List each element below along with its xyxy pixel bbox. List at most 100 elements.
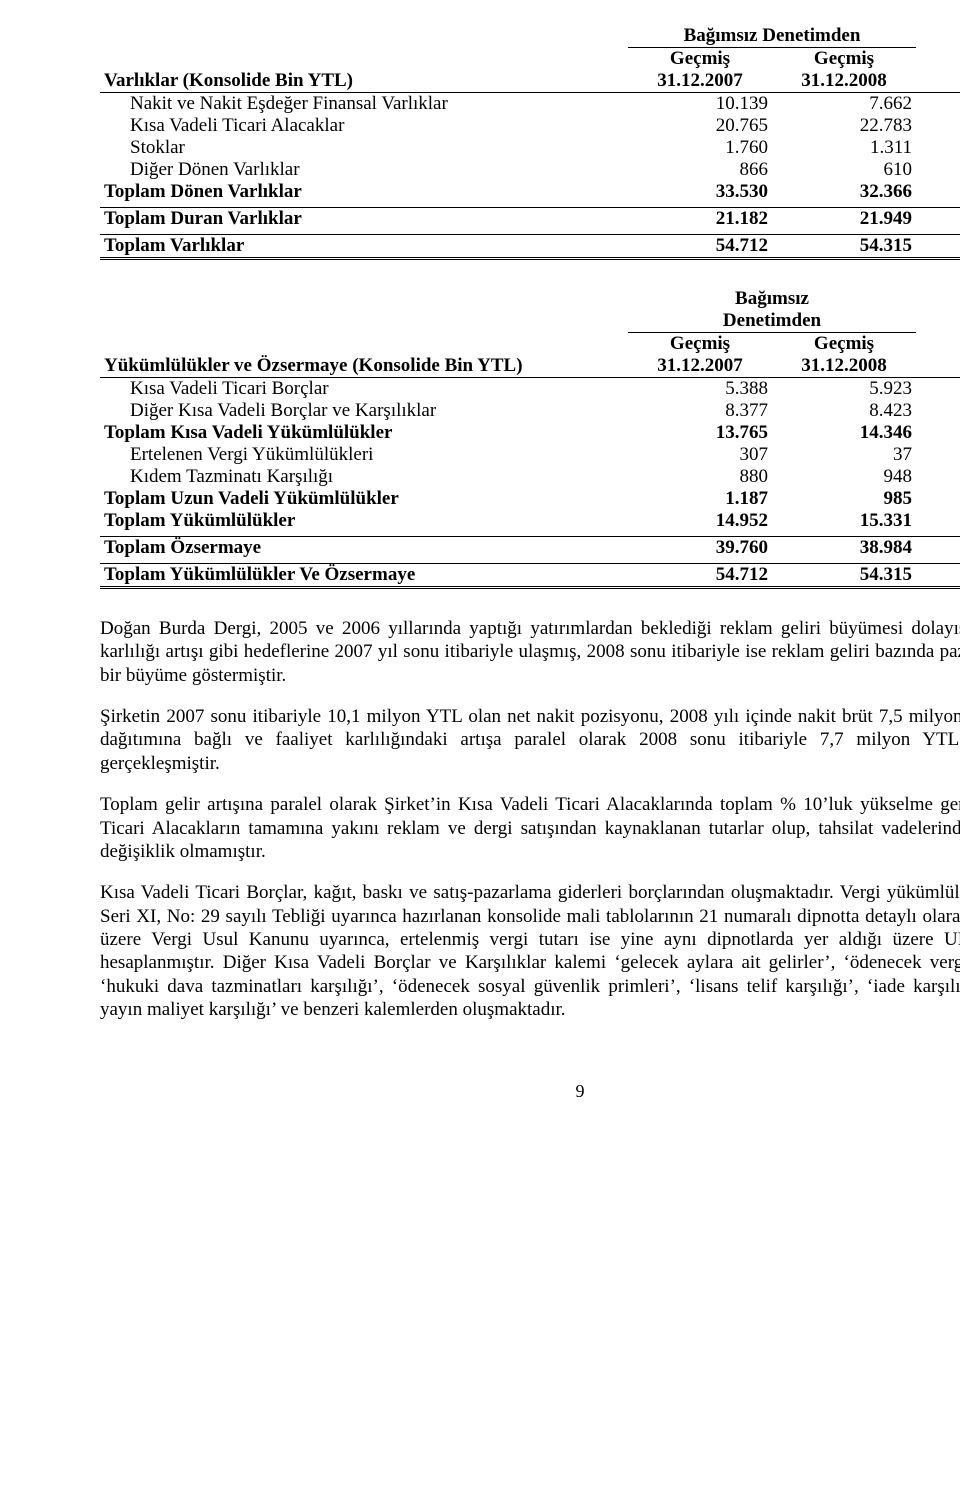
table-title: Yükümlülükler ve Özsermaye (Konsolide Bi…: [100, 355, 628, 378]
row-value: 20.765: [628, 115, 772, 137]
row-value: 21.182: [628, 208, 772, 231]
row-value: 54.315: [772, 564, 916, 588]
row-label: Toplam Yükümlülükler Ve Özsermaye: [100, 564, 628, 588]
date-header: 31.12.2008: [772, 355, 916, 378]
row-pct: (0,7): [916, 235, 960, 259]
liabilities-table: Bağımsız Denetimden Geçmiş Geçmiş Yüküml…: [100, 288, 960, 589]
row-value: 5.923: [772, 378, 916, 401]
row-label: Toplam Özsermaye: [100, 537, 628, 560]
table-row: Nakit ve Nakit Eşdeğer Finansal Varlıkla…: [100, 93, 960, 116]
table-assets: Bağımsız Denetimden Geçmiş Geçmiş Varlık…: [100, 25, 960, 260]
row-value: 7.662: [772, 93, 916, 116]
row-value: 15.331: [772, 510, 916, 532]
row-label: Kıdem Tazminatı Karşılığı: [100, 466, 628, 488]
table-row: Kısa Vadeli Ticari Borçlar5.3885.9239,9: [100, 378, 960, 401]
row-pct: -: [916, 564, 960, 588]
body-text: Doğan Burda Dergi, 2005 ve 2006 yılların…: [100, 617, 960, 1021]
row-pct: 2,5: [916, 510, 960, 532]
row-value: 54.315: [772, 235, 916, 259]
row-value: 307: [628, 444, 772, 466]
header-row: Varlıklar (Konsolide Bin YTL) 31.12.2007…: [100, 70, 960, 93]
row-value: 54.712: [628, 235, 772, 259]
audit-header: Denetimden: [628, 310, 916, 333]
row-label: Toplam Duran Varlıklar: [100, 208, 628, 231]
row-label: Toplam Yükümlülükler: [100, 510, 628, 532]
table-liabilities: Bağımsız Denetimden Geçmiş Geçmiş Yüküml…: [100, 288, 960, 589]
row-value: 13.765: [628, 422, 772, 444]
row-value: 8.377: [628, 400, 772, 422]
row-label: Diğer Dönen Varlıklar: [100, 159, 628, 181]
date-header: 31.12.2007: [628, 70, 772, 93]
row-label: Ertelenen Vergi Yükümlülükleri: [100, 444, 628, 466]
row-pct: (3,5): [916, 181, 960, 203]
row-value: 880: [628, 466, 772, 488]
row-pct: 0,6: [916, 400, 960, 422]
sub-header: Geçmiş: [772, 48, 916, 71]
subtotal-row: Toplam Özsermaye 39.760 38.984 (1,9): [100, 537, 960, 560]
row-value: 985: [772, 488, 916, 510]
row-pct: 7,7: [916, 466, 960, 488]
table-row: Stoklar1.7601.311(25,5): [100, 137, 960, 159]
row-pct: (17,0): [916, 488, 960, 510]
row-label: Nakit ve Nakit Eşdeğer Finansal Varlıkla…: [100, 93, 628, 116]
total-row: Toplam Yükümlülükler Ve Özsermaye 54.712…: [100, 564, 960, 588]
row-value: 21.949: [772, 208, 916, 231]
page-number: 9: [100, 1081, 960, 1102]
table-row: Toplam Yükümlülükler14.95215.3312,5: [100, 510, 960, 532]
row-pct: 9,7: [916, 115, 960, 137]
row-value: 10.139: [628, 93, 772, 116]
paragraph: Toplam gelir artışına paralel olarak Şir…: [100, 793, 960, 863]
row-value: 22.783: [772, 115, 916, 137]
row-value: 14.952: [628, 510, 772, 532]
row-label: Toplam Dönen Varlıklar: [100, 181, 628, 203]
row-label: Diğer Kısa Vadeli Borçlar ve Karşılıklar: [100, 400, 628, 422]
header-row: Yükümlülükler ve Özsermaye (Konsolide Bi…: [100, 355, 960, 378]
row-value: 610: [772, 159, 916, 181]
table-row: Kıdem Tazminatı Karşılığı8809487,7: [100, 466, 960, 488]
sub-header: Geçmiş: [628, 333, 772, 356]
table-row: Toplam Uzun Vadeli Yükümlülükler1.187985…: [100, 488, 960, 510]
row-pct: (29,5): [916, 159, 960, 181]
row-value: 5.388: [628, 378, 772, 401]
row-value: 1.187: [628, 488, 772, 510]
row-pct: (1,9): [916, 537, 960, 560]
row-value: 33.530: [628, 181, 772, 203]
table-row: Toplam Kısa Vadeli Yükümlülükler13.76514…: [100, 422, 960, 444]
row-label: Kısa Vadeli Ticari Alacaklar: [100, 115, 628, 137]
date-header: 31.12.2008: [772, 70, 916, 93]
header-row: Bağımsız Denetimden: [100, 25, 960, 48]
header-row: Geçmiş Geçmiş: [100, 48, 960, 71]
subtotal-row: Toplam Duran Varlıklar 21.182 21.949 3,6: [100, 208, 960, 231]
sub-header: Geçmiş: [772, 333, 916, 356]
table-row: Ertelenen Vergi Yükümlülükleri30737-: [100, 444, 960, 466]
audit-header: Bağımsız: [628, 288, 916, 310]
row-value: 866: [628, 159, 772, 181]
row-pct: 9,9: [916, 378, 960, 401]
header-row: Geçmiş Geçmiş: [100, 333, 960, 356]
row-label: Toplam Kısa Vadeli Yükümlülükler: [100, 422, 628, 444]
row-pct: -: [916, 444, 960, 466]
table-row: Toplam Dönen Varlıklar33.53032.366(3,5): [100, 181, 960, 203]
table-row: Diğer Kısa Vadeli Borçlar ve Karşılıklar…: [100, 400, 960, 422]
pct-header: %: [916, 70, 960, 93]
row-label: Toplam Varlıklar: [100, 235, 628, 259]
row-value: 37: [772, 444, 916, 466]
paragraph: Kısa Vadeli Ticari Borçlar, kağıt, baskı…: [100, 881, 960, 1021]
row-value: 8.423: [772, 400, 916, 422]
paragraph: Şirketin 2007 sonu itibariyle 10,1 milyo…: [100, 705, 960, 775]
assets-table: Bağımsız Denetimden Geçmiş Geçmiş Varlık…: [100, 25, 960, 260]
sub-header: Geçmiş: [628, 48, 772, 71]
row-pct: (25,5): [916, 137, 960, 159]
row-value: 38.984: [772, 537, 916, 560]
header-row: Denetimden: [100, 310, 960, 333]
paragraph: Doğan Burda Dergi, 2005 ve 2006 yılların…: [100, 617, 960, 687]
total-row: Toplam Varlıklar 54.712 54.315 (0,7): [100, 235, 960, 259]
row-pct: (24,4): [916, 93, 960, 116]
row-pct: 4,2: [916, 422, 960, 444]
pct-header: %: [916, 355, 960, 378]
row-value: 54.712: [628, 564, 772, 588]
header-row: Bağımsız: [100, 288, 960, 310]
row-value: 948: [772, 466, 916, 488]
row-label: Stoklar: [100, 137, 628, 159]
row-label: Toplam Uzun Vadeli Yükümlülükler: [100, 488, 628, 510]
